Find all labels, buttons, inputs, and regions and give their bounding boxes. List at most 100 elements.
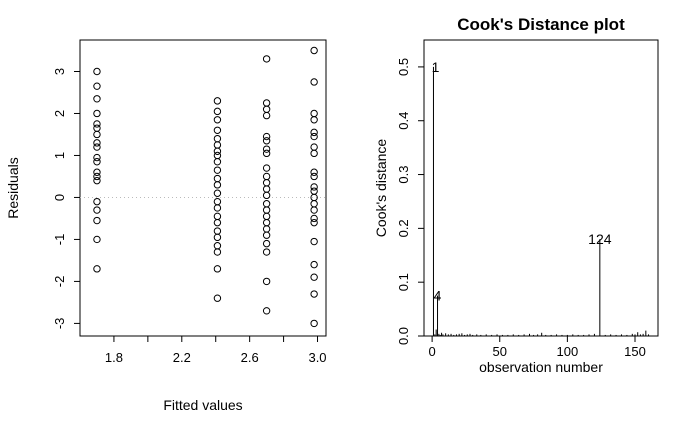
residual-point bbox=[310, 132, 318, 141]
residual-point bbox=[310, 237, 318, 246]
residual-point bbox=[262, 200, 271, 208]
residual-point bbox=[262, 105, 271, 113]
plot2-y-tick-label: 0.0 bbox=[396, 327, 411, 345]
residual-point bbox=[310, 319, 318, 328]
plot2-y-tick-label: 0.3 bbox=[396, 166, 411, 184]
residual-point bbox=[262, 111, 271, 120]
plot2-y-tick-label: 0.4 bbox=[396, 112, 411, 130]
plot1-x-tick-label: 1.8 bbox=[105, 350, 123, 365]
plot2-y-tick-label: 0.2 bbox=[396, 219, 411, 237]
plot1-y-tick-label: 1 bbox=[52, 152, 67, 159]
residual-point bbox=[310, 290, 318, 298]
residual-point bbox=[310, 168, 318, 176]
residual-point bbox=[213, 189, 222, 197]
residual-point bbox=[93, 206, 101, 214]
residual-point bbox=[213, 233, 222, 242]
residual-point bbox=[262, 307, 271, 315]
residual-point bbox=[93, 176, 101, 185]
residual-point bbox=[93, 124, 101, 132]
plot2-frame bbox=[423, 39, 659, 337]
cooks-annotation: 4 bbox=[434, 288, 442, 304]
residual-point bbox=[262, 172, 271, 181]
residual-point bbox=[310, 214, 318, 223]
residual-point bbox=[262, 55, 271, 63]
plot1-y-tick-label: -2 bbox=[52, 276, 67, 288]
residual-point bbox=[310, 172, 318, 181]
residual-point bbox=[262, 99, 271, 107]
residual-point bbox=[310, 200, 318, 208]
residual-point bbox=[310, 260, 318, 269]
residual-point bbox=[262, 231, 271, 239]
residual-point bbox=[93, 139, 101, 147]
residual-point bbox=[310, 143, 318, 151]
cooks-distance-plot: Cook's Distance plot 1 4 124 0 50 100 150 0.0 0.1… bbox=[373, 15, 659, 375]
residual-point bbox=[213, 116, 222, 124]
plot2-title: Cook's Distance plot bbox=[457, 15, 625, 34]
residual-point bbox=[262, 145, 271, 153]
residual-point bbox=[213, 248, 222, 256]
residual-point bbox=[93, 120, 101, 128]
residual-point bbox=[93, 153, 101, 162]
residual-point bbox=[262, 191, 271, 200]
residual-point bbox=[213, 181, 222, 189]
residuals-plot: 1.8 2.2 2.6 3.0 -3 -2 -1 0 1 2 3 Fitted values Resid… bbox=[5, 39, 327, 413]
residual-point bbox=[93, 172, 101, 181]
residual-point bbox=[93, 158, 101, 166]
residual-point bbox=[213, 227, 222, 235]
residual-point bbox=[213, 107, 222, 116]
residual-point bbox=[262, 239, 271, 248]
plot1-frame bbox=[79, 39, 327, 337]
residual-point bbox=[262, 218, 271, 227]
plot1-x-axis-label: Fitted values bbox=[163, 397, 242, 413]
residual-point bbox=[213, 97, 222, 105]
residual-point bbox=[262, 225, 271, 233]
residual-point bbox=[213, 158, 222, 166]
residual-point bbox=[262, 132, 271, 141]
residual-point bbox=[310, 46, 318, 55]
plot2-y-tick-label: 0.5 bbox=[396, 58, 411, 76]
residual-point bbox=[262, 149, 271, 158]
residual-point bbox=[213, 197, 222, 206]
residual-point bbox=[262, 185, 271, 193]
residual-point bbox=[310, 116, 318, 124]
plot1-y-tick-label: 2 bbox=[52, 110, 67, 117]
residual-point bbox=[310, 206, 318, 214]
residual-point bbox=[262, 277, 271, 286]
residual-point bbox=[262, 212, 271, 221]
residual-point bbox=[213, 151, 222, 160]
plot2-y-axis-label: Cook's distance bbox=[373, 139, 389, 238]
residual-point bbox=[93, 82, 101, 90]
residual-point bbox=[310, 183, 318, 191]
plot1-x-tick-label: 2.6 bbox=[241, 350, 259, 365]
residual-point bbox=[93, 235, 101, 244]
residual-point bbox=[213, 126, 222, 134]
plot2-x-tick-label: 100 bbox=[557, 344, 579, 359]
residual-point bbox=[213, 147, 222, 155]
residual-point bbox=[310, 78, 318, 86]
residual-point bbox=[93, 197, 101, 206]
cooks-annotation: 1 bbox=[432, 59, 440, 75]
plot1-y-tick-label: -1 bbox=[52, 234, 67, 246]
plot2-x-tick-label: 0 bbox=[428, 344, 435, 359]
residual-point bbox=[310, 149, 318, 158]
residual-point bbox=[93, 216, 101, 225]
plot1-y-tick-label: 3 bbox=[52, 68, 67, 75]
residual-point bbox=[213, 294, 222, 302]
residual-point bbox=[213, 204, 222, 212]
residual-point bbox=[262, 179, 271, 187]
residual-point bbox=[310, 273, 318, 281]
residual-point bbox=[93, 95, 101, 103]
plot1-y-axis-label: Residuals bbox=[5, 157, 21, 218]
residual-point bbox=[310, 109, 318, 118]
residual-point bbox=[213, 141, 222, 149]
plot2-x-tick-label: 50 bbox=[493, 344, 507, 359]
residual-point bbox=[310, 218, 318, 227]
plot2-x-axis-label: observation number bbox=[479, 359, 603, 375]
plot1-y-tick-label: 0 bbox=[52, 194, 67, 201]
residual-point bbox=[93, 265, 101, 273]
residual-point bbox=[213, 212, 222, 221]
plot1-x-tick-label: 2.2 bbox=[173, 350, 191, 365]
residual-point bbox=[93, 109, 101, 118]
